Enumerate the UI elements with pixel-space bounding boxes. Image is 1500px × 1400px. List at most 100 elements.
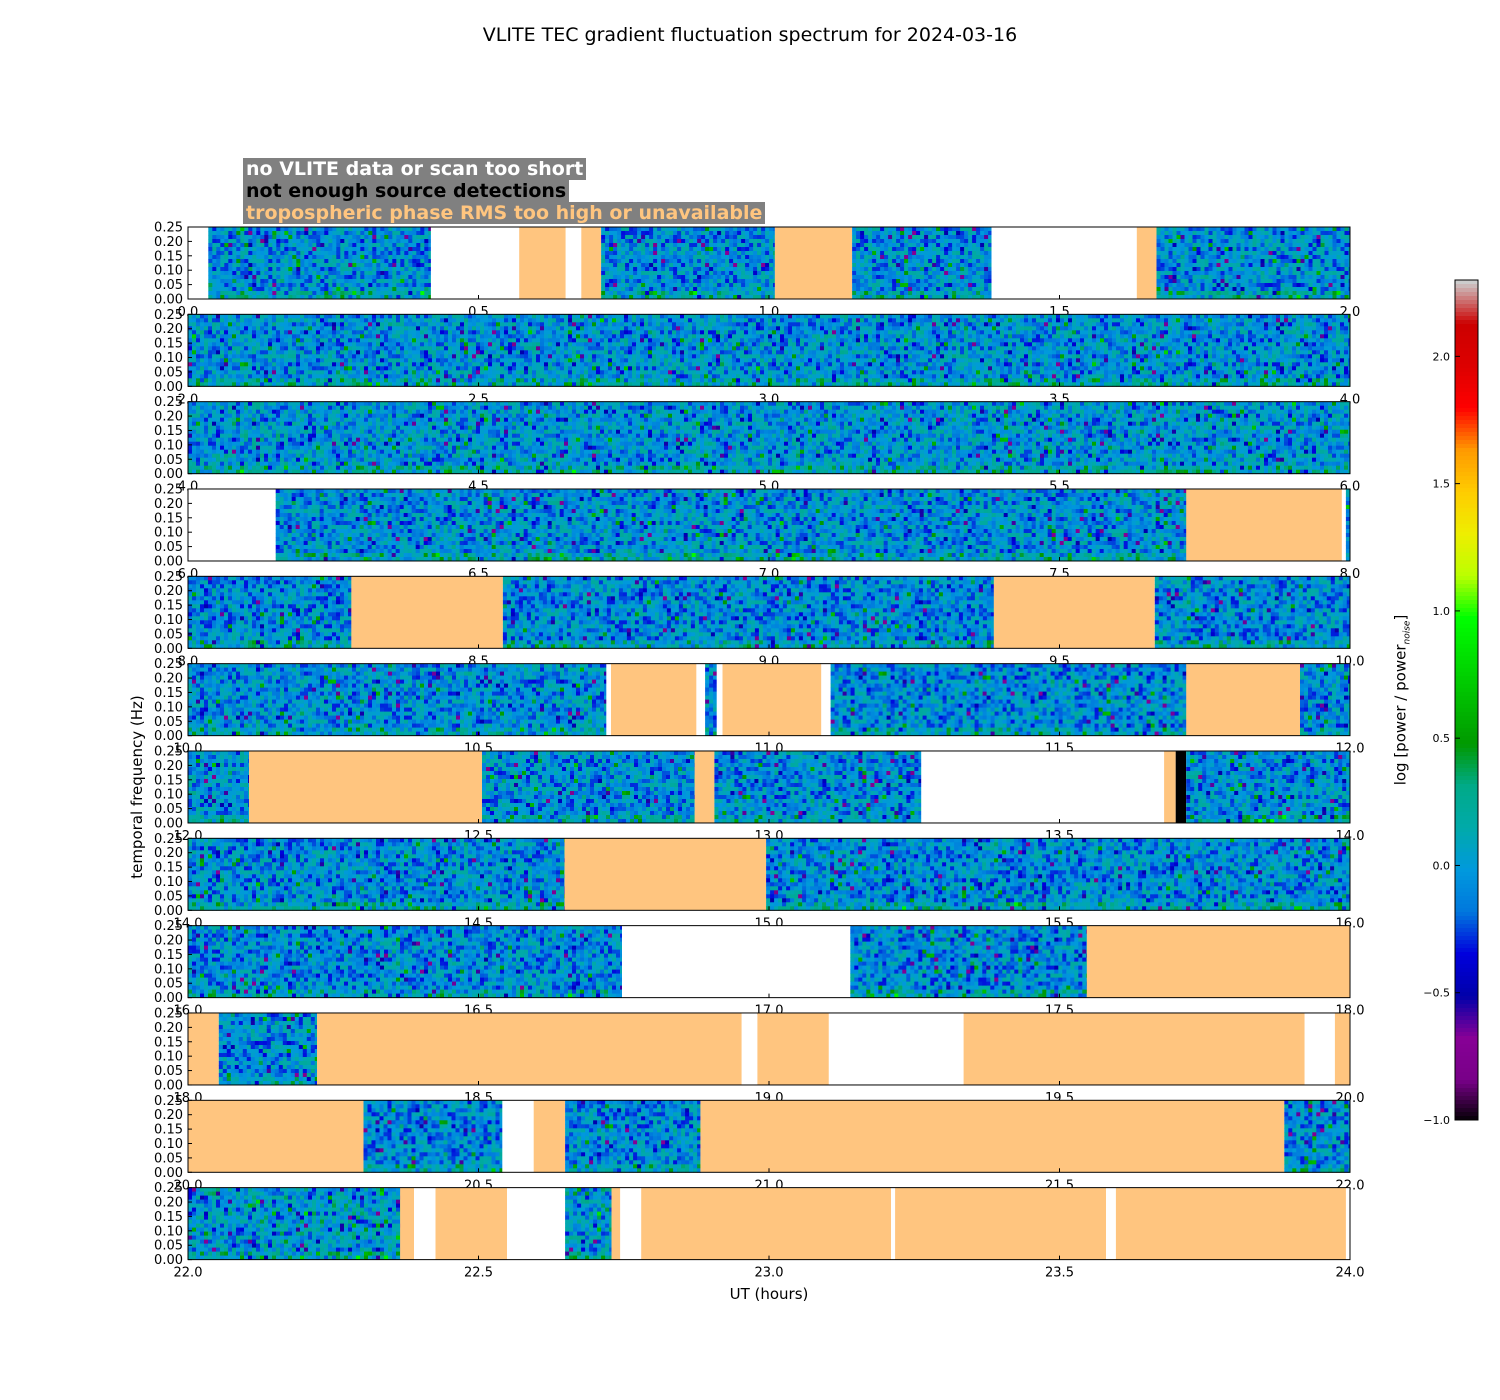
spectrum-cell — [697, 247, 702, 252]
spectrum-cell — [344, 362, 349, 367]
spectrum-cell — [653, 295, 658, 300]
spectrum-cell — [452, 318, 457, 323]
spectrum-cell — [504, 330, 509, 335]
spectrum-cell — [940, 291, 945, 296]
spectrum-cell — [472, 362, 477, 367]
spectrum-cell — [276, 362, 281, 367]
spectrum-cell — [304, 291, 309, 296]
spectrum-cell — [769, 259, 774, 264]
spectrum-cell — [661, 239, 666, 244]
spectrum-cell — [412, 267, 417, 272]
spectrum-cell — [749, 275, 754, 280]
spectrum-cell — [1208, 255, 1213, 260]
spectrum-cell — [1160, 279, 1165, 284]
spectrum-cell — [464, 326, 469, 331]
spectrum-cell — [228, 231, 233, 236]
spectrum-cell — [360, 366, 365, 371]
spectrum-cell — [392, 271, 397, 276]
spectrum-cell — [220, 279, 225, 284]
spectrum-cell — [741, 227, 746, 232]
spectrum-cell — [220, 378, 225, 383]
spectrum-cell — [216, 243, 221, 248]
spectrum-cell — [669, 247, 674, 252]
spectrum-cell — [408, 382, 413, 387]
spectrum-cell — [689, 279, 694, 284]
spectrum-cell — [408, 291, 413, 296]
spectrum-cell — [548, 362, 553, 367]
spectrum-cell — [1252, 243, 1257, 248]
spectrum-cell — [741, 267, 746, 272]
spectrum-cell — [380, 338, 385, 343]
spectrum-cell — [1248, 259, 1253, 264]
spectrum-cell — [709, 287, 714, 292]
spectrum-cell — [436, 354, 441, 359]
spectrum-cell — [900, 227, 905, 232]
spectrum-cell — [856, 243, 861, 248]
spectrum-cell — [500, 370, 505, 375]
spectrum-cell — [1340, 287, 1345, 292]
spectrum-cell — [216, 338, 221, 343]
spectrum-cell — [548, 382, 553, 387]
spectrum-cell — [372, 263, 377, 268]
spectrum-cell — [424, 247, 429, 252]
spectrum-cell — [432, 362, 437, 367]
spectrum-cell — [629, 283, 634, 288]
spectrum-cell — [484, 326, 489, 331]
spectrum-cell — [1196, 263, 1201, 268]
spectrum-cell — [500, 358, 505, 363]
spectrum-cell — [1248, 255, 1253, 260]
spectrum-cell — [908, 279, 913, 284]
spectrum-cell — [1212, 259, 1217, 264]
spectrum-cell — [336, 342, 341, 347]
spectrum-cell — [904, 291, 909, 296]
spectrum-cell — [252, 263, 257, 268]
spectrum-cell — [244, 378, 249, 383]
spectrum-cell — [520, 382, 525, 387]
spectrum-cell — [1320, 291, 1325, 296]
spectrum-cell — [340, 322, 345, 327]
spectrum-cell — [284, 267, 289, 272]
spectrum-cell — [280, 382, 285, 387]
spectrum-cell — [1300, 271, 1305, 276]
spectrum-cell — [888, 259, 893, 264]
spectrum-cell — [408, 326, 413, 331]
spectrum-cell — [408, 354, 413, 359]
spectrum-cell — [1212, 291, 1217, 296]
spectrum-cell — [500, 382, 505, 387]
spectrum-cell — [356, 295, 361, 300]
spectrum-cell — [432, 370, 437, 375]
spectrum-cell — [276, 227, 281, 232]
spectrum-cell — [1312, 227, 1317, 232]
spectrum-cell — [952, 227, 957, 232]
spectrum-cell — [1296, 275, 1301, 280]
spectrum-cell — [260, 235, 265, 240]
spectrum-cell — [244, 287, 249, 292]
spectrum-cell — [384, 382, 389, 387]
spectrum-cell — [1204, 227, 1209, 232]
spectrum-cell — [408, 370, 413, 375]
spectrum-cell — [308, 370, 313, 375]
spectrum-cell — [344, 259, 349, 264]
spectrum-cell — [1304, 255, 1309, 260]
spectrum-cell — [448, 338, 453, 343]
spectrum-cell — [709, 271, 714, 276]
spectrum-cell — [936, 239, 941, 244]
spectrum-cell — [864, 227, 869, 232]
spectrum-cell — [673, 259, 678, 264]
spectrum-cell — [352, 291, 357, 296]
spectrum-cell — [713, 255, 718, 260]
spectrum-cell — [300, 231, 305, 236]
spectrum-cell — [328, 334, 333, 339]
spectrum-cell — [940, 239, 945, 244]
spectrum-cell — [1328, 291, 1333, 296]
spectrum-cell — [540, 346, 545, 351]
spectrum-cell — [344, 326, 349, 331]
spectrum-cell — [452, 326, 457, 331]
spectrum-cell — [296, 338, 301, 343]
spectrum-cell — [693, 255, 698, 260]
spectrum-cell — [320, 370, 325, 375]
spectrum-cell — [1160, 283, 1165, 288]
spectrum-cell — [200, 370, 205, 375]
spectrum-cell — [972, 267, 977, 272]
spectrum-cell — [753, 271, 758, 276]
